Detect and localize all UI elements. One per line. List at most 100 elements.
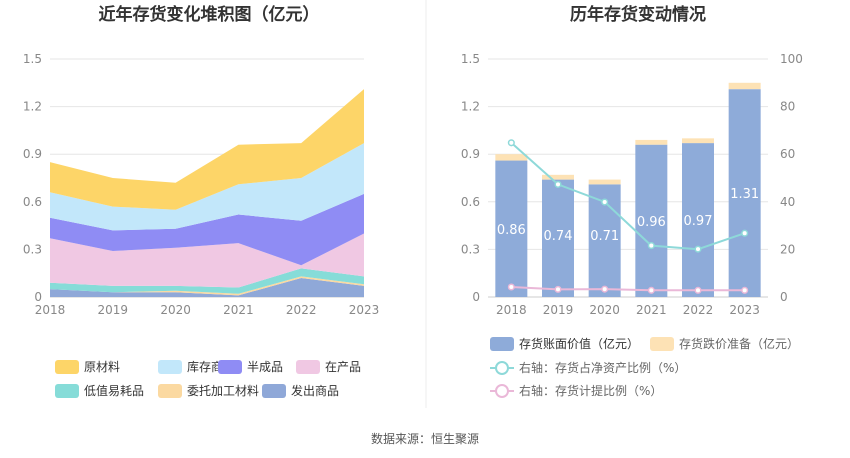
legend-item[interactable]: 半成品	[218, 360, 283, 374]
bar-value-label: 0.97	[684, 214, 713, 229]
legend-swatch	[490, 337, 514, 351]
x-tick-label: 2019	[543, 303, 574, 317]
legend-swatch	[296, 360, 320, 374]
x-tick-label: 2022	[683, 303, 714, 317]
area-库存商品	[50, 143, 364, 231]
y-right-tick-label: 0	[780, 290, 788, 304]
right-right-y-axis: 0 20 40 60 80 100	[780, 52, 803, 304]
y-tick-label: 0	[34, 290, 42, 304]
right-bars	[495, 82, 761, 297]
line-point	[554, 285, 562, 293]
y-right-tick-label: 60	[780, 147, 795, 161]
legend-swatch	[55, 360, 79, 374]
legend-label: 在产品	[325, 360, 361, 374]
y-left-tick-label: 0	[472, 290, 480, 304]
area-原材料	[50, 89, 364, 210]
bar-value-label: 1.31	[730, 187, 759, 202]
right-left-y-axis: 0 0.3 0.6 0.9 1.2 1.5	[461, 52, 480, 304]
line-point	[507, 139, 515, 147]
bar-impairment-reserve	[635, 139, 668, 145]
x-tick-label: 2018	[35, 303, 66, 317]
line-point	[741, 229, 749, 237]
legend-item[interactable]: 右轴：存货占净资产比例（%）	[490, 360, 686, 375]
right-chart-title: 历年存货变动情况	[570, 4, 706, 25]
y-tick-label: 1.5	[23, 52, 42, 66]
legend-label: 原材料	[84, 360, 120, 374]
x-tick-label: 2018	[496, 303, 527, 317]
bar-impairment-reserve	[588, 179, 621, 185]
legend-item[interactable]: 右轴：存货计提比例（%）	[490, 383, 662, 398]
x-tick-label: 2023	[729, 303, 760, 317]
bar-line-chart: 历年存货变动情况 0.86 0.74 0.71 0.96 0.97 1.31 0 0.3 0.…	[461, 4, 803, 398]
x-tick-label: 2021	[223, 303, 254, 317]
legend-label: 低值易耗品	[84, 383, 144, 398]
legend-label: 右轴：存货占净资产比例（%）	[519, 360, 686, 375]
legend-item[interactable]: 存货账面价值（亿元）	[490, 336, 639, 351]
right-lines: 0.86 0.74 0.71 0.96 0.97 1.31	[497, 139, 759, 294]
bar-book-value	[495, 160, 528, 297]
bar-impairment-reserve	[542, 174, 574, 180]
legend-item[interactable]: 在产品	[296, 360, 361, 374]
legend-label: 存货跌价准备（亿元）	[679, 336, 799, 351]
legend-item[interactable]: 发出商品	[262, 383, 339, 398]
legend-item[interactable]: 委托加工材料	[158, 384, 259, 398]
x-tick-label: 2021	[636, 303, 667, 317]
legend-label: 发出商品	[291, 383, 339, 398]
x-tick-label: 2019	[98, 303, 129, 317]
bar-value-label: 0.96	[637, 215, 666, 230]
y-right-tick-label: 100	[780, 52, 803, 66]
legend-swatch	[158, 360, 182, 374]
area-委托加工材料	[50, 276, 364, 296]
legend-label: 存货账面价值（亿元）	[519, 336, 639, 351]
legend-swatch	[158, 384, 182, 398]
y-right-tick-label: 80	[780, 100, 795, 114]
y-left-tick-label: 1.5	[461, 52, 480, 66]
right-grid	[488, 58, 768, 298]
y-tick-label: 0.6	[23, 195, 42, 209]
line-右轴：存货计提比例（%）	[511, 286, 745, 292]
left-chart-title: 近年存货变化堆积图（亿元）	[99, 4, 320, 25]
left-y-axis: 0 0.3 0.6 0.9 1.2 1.5	[23, 52, 42, 304]
y-tick-label: 0.9	[23, 147, 42, 161]
left-x-axis: 2018 2019 2020 2021 2022 2023	[35, 303, 380, 317]
legend-item[interactable]: 原材料	[55, 360, 120, 374]
legend-item[interactable]: 存货跌价准备（亿元）	[650, 336, 799, 351]
line-point	[741, 286, 749, 294]
area-在产品	[50, 233, 364, 288]
line-point	[554, 180, 562, 188]
legend-item[interactable]: 低值易耗品	[55, 383, 144, 398]
line-point	[694, 286, 702, 294]
left-areas	[50, 89, 364, 297]
right-x-axis: 2018 2019 2020 2021 2022 2023	[496, 303, 760, 317]
bar-book-value	[728, 89, 761, 297]
line-point	[601, 198, 609, 206]
x-tick-label: 2023	[349, 303, 380, 317]
line-point	[507, 283, 515, 291]
x-tick-label: 2020	[589, 303, 620, 317]
stacked-area-chart: 近年存货变化堆积图（亿元） 00.30.60.91.21.5 2018 2019 2…	[23, 4, 379, 398]
y-left-tick-label: 0.3	[461, 242, 480, 256]
x-tick-label: 2022	[286, 303, 317, 317]
y-tick-label: 0.3	[23, 242, 42, 256]
bar-value-label: 0.86	[497, 223, 526, 238]
bar-book-value	[542, 179, 574, 297]
legend-swatch	[218, 360, 242, 374]
line-右轴：存货占净资产比例（%）	[510, 142, 746, 251]
bar-value-label: 0.74	[544, 229, 573, 244]
x-tick-label: 2020	[160, 303, 191, 317]
line-point	[601, 285, 609, 293]
line-point	[694, 245, 702, 253]
y-left-tick-label: 0.9	[461, 147, 480, 161]
line-point	[647, 242, 655, 250]
legend-marker	[495, 384, 509, 398]
bar-book-value	[682, 143, 714, 297]
bar-impairment-reserve	[728, 82, 761, 90]
bar-impairment-reserve	[682, 138, 714, 144]
legend-label: 委托加工材料	[187, 384, 259, 398]
legend-label: 半成品	[247, 360, 283, 374]
legend-marker	[495, 361, 509, 375]
line-point	[647, 286, 655, 294]
area-发出商品	[50, 278, 364, 297]
